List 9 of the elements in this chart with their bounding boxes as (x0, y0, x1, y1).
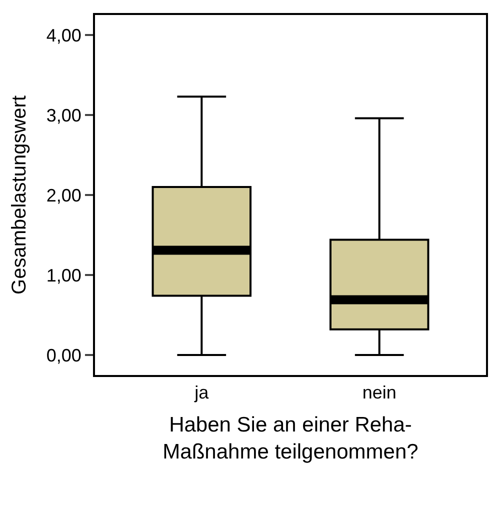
y-tick-label: 2,00 (46, 185, 82, 206)
y-axis-title: Gesambelastungswert (8, 95, 30, 294)
x-tick-label: nein (362, 382, 396, 403)
y-tick-label: 4,00 (46, 25, 82, 46)
x-axis-title: Haben Sie an einer Reha- Maßnahme teilgenommen? (162, 413, 418, 464)
x-tick-label: ja (194, 382, 210, 403)
y-tick-label: 0,00 (46, 345, 82, 366)
y-tick-label: 3,00 (46, 105, 82, 126)
y-tick-label: 1,00 (46, 265, 82, 286)
